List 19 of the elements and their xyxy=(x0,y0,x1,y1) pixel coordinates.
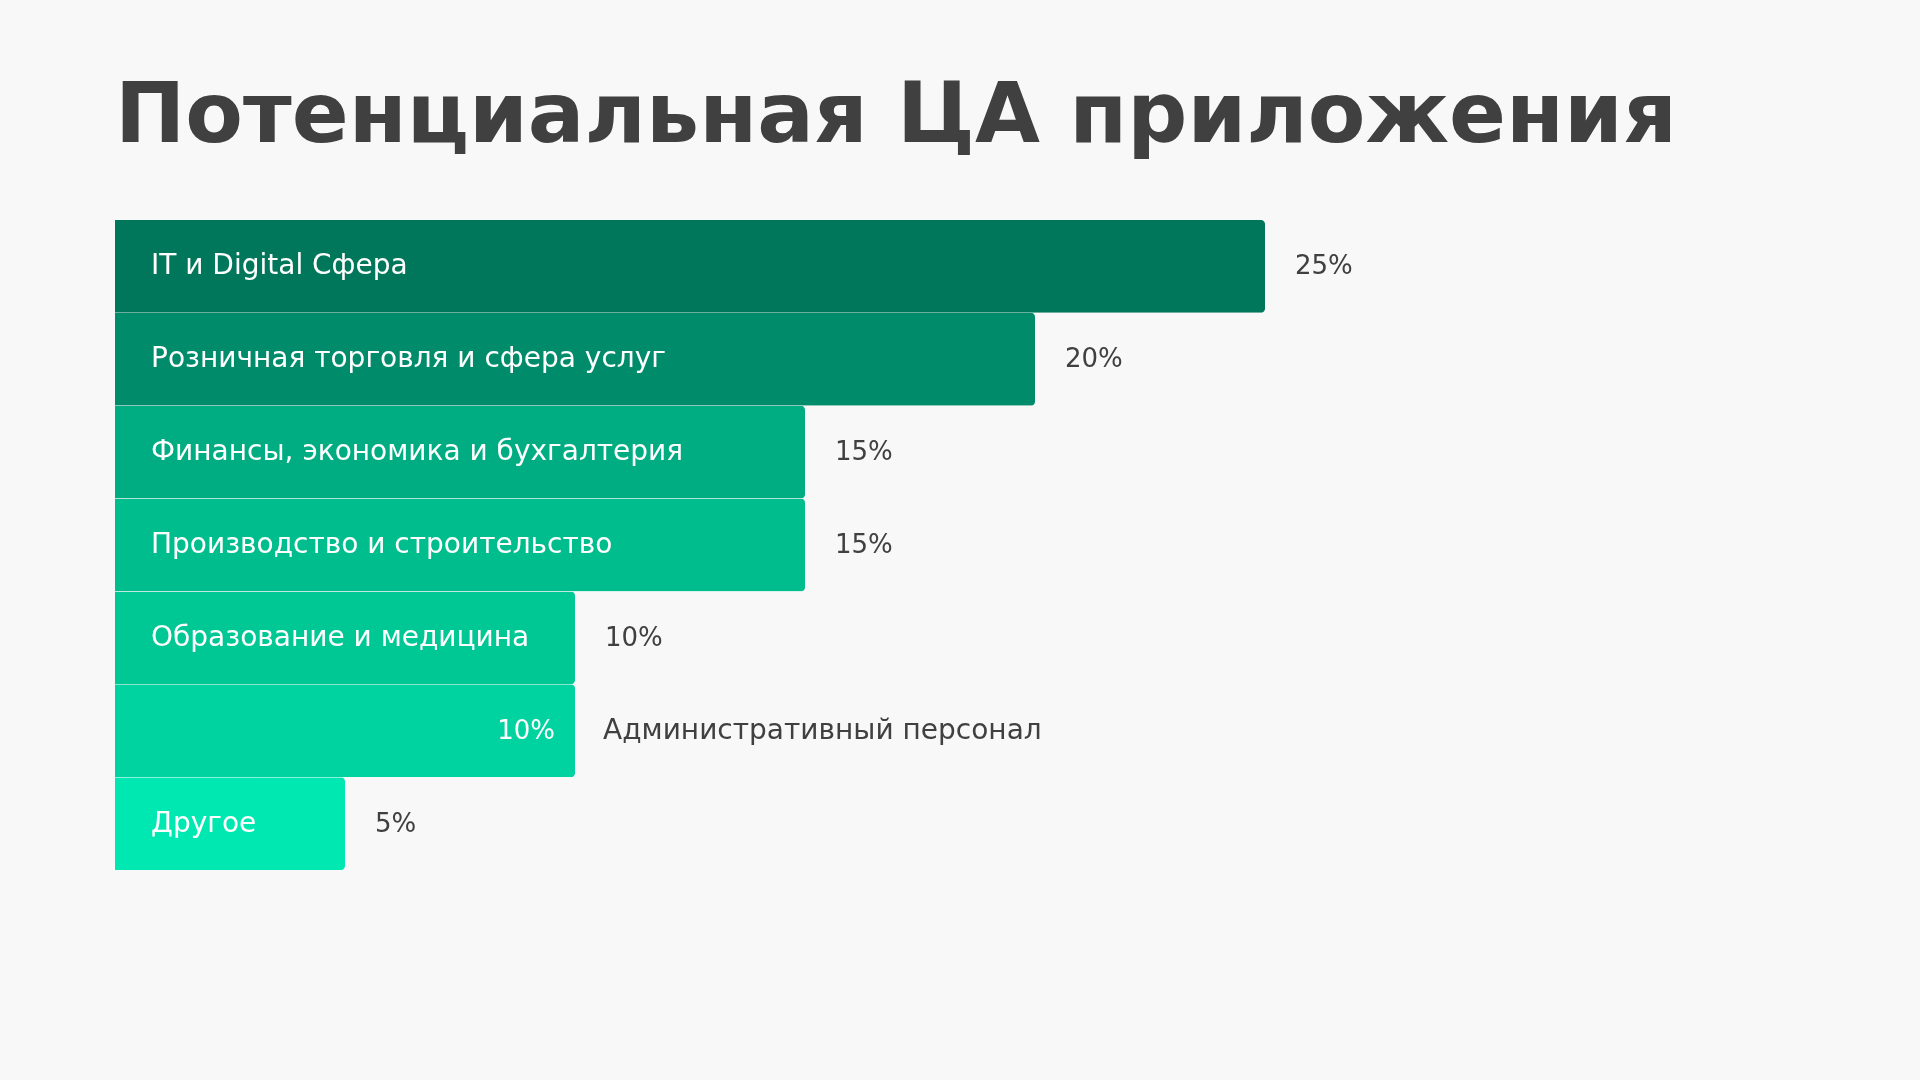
data-label: 15% xyxy=(835,436,893,467)
chart-title: Потенциальная ЦА приложения xyxy=(115,64,1677,162)
y-tick-label: Финансы, экономика и бухгалтерия xyxy=(151,434,684,468)
y-tick-label: Производство и строительство xyxy=(151,527,613,560)
y-tick-label: IT и Digital Сфера xyxy=(151,248,408,282)
y-tick-label: Образование и медицина xyxy=(151,619,530,653)
data-label: 25% xyxy=(1295,250,1353,281)
y-tick-label: Другое xyxy=(151,805,257,839)
bar xyxy=(115,777,345,870)
bar xyxy=(115,312,1035,406)
data-label: 15% xyxy=(835,529,893,559)
y-tick-label: Административный персонал xyxy=(603,712,1042,746)
data-label: 20% xyxy=(1065,343,1123,374)
data-label: 10% xyxy=(605,621,663,652)
bar xyxy=(115,220,1265,313)
y-tick-label: Розничная торговля и сфера услуг xyxy=(151,341,666,375)
data-label: 5% xyxy=(375,807,417,838)
bar xyxy=(115,405,805,499)
data-label: 10% xyxy=(497,714,555,745)
